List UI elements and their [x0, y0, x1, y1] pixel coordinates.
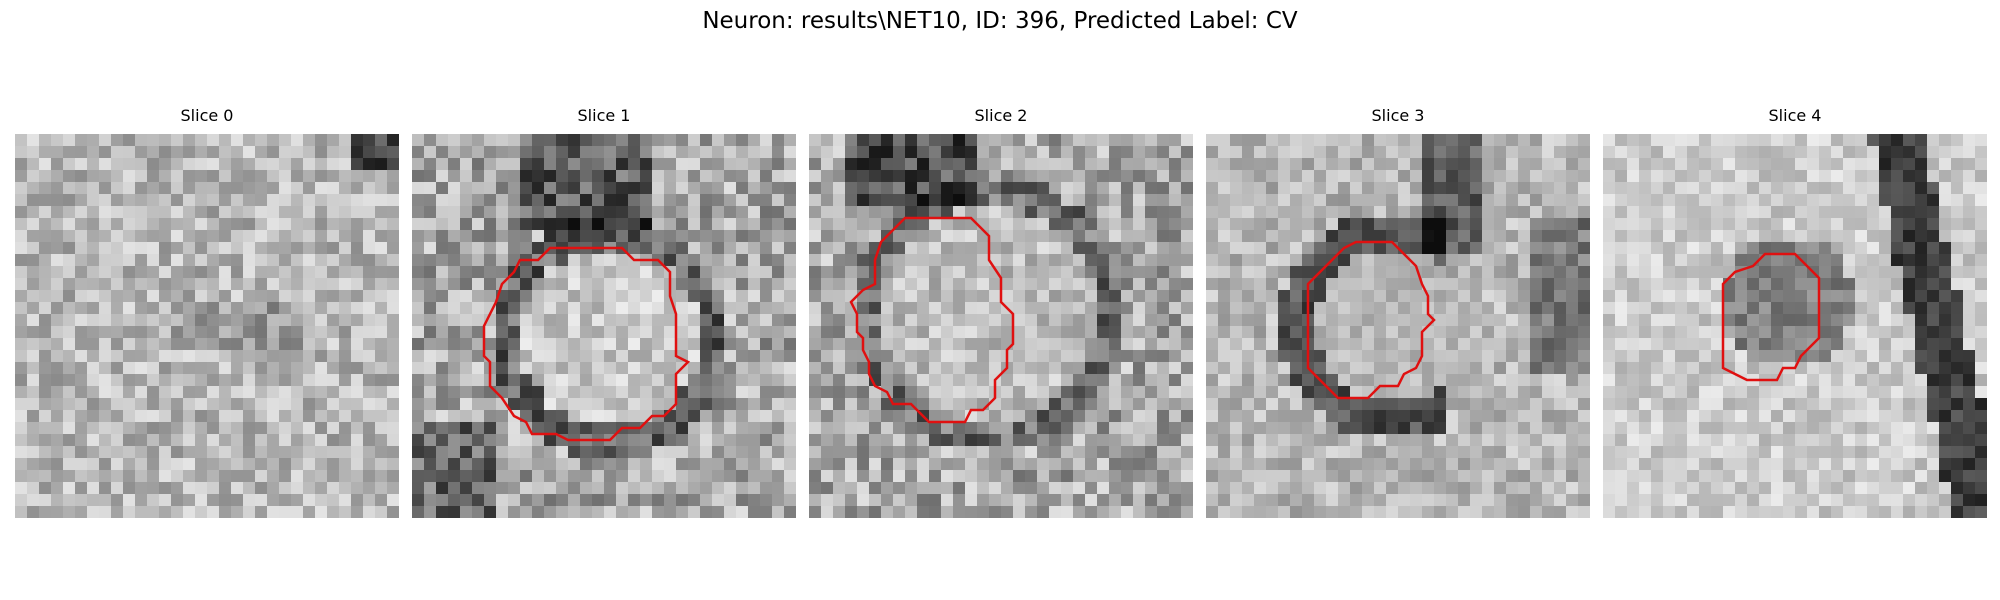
slice-4-image [1603, 134, 1987, 518]
slice-1-pixel-grid [412, 134, 796, 518]
slice-1-image [412, 134, 796, 518]
slice-2-image [809, 134, 1193, 518]
slice-1-contour [482, 246, 691, 442]
slice-4-title: Slice 4 [1768, 106, 1822, 125]
slice-4-pixel-grid [1603, 134, 1987, 518]
slice-3-image [1206, 134, 1590, 518]
pixel-layer [1206, 134, 1590, 518]
slice-3-contour [1306, 240, 1436, 400]
slice-2-pixel-grid [809, 134, 1193, 518]
pixel-layer [809, 134, 1193, 518]
slice-2-contour [849, 216, 1015, 424]
slice-0-title: Slice 0 [180, 106, 234, 125]
slice-0-pixel-grid [15, 134, 399, 518]
slice-1-title: Slice 1 [577, 106, 631, 125]
slice-3-title: Slice 3 [1371, 106, 1425, 125]
slice-2-title: Slice 2 [974, 106, 1028, 125]
slice-0-image [15, 134, 399, 518]
slice-4-contour [1721, 252, 1821, 382]
figure-title: Neuron: results\NET10, ID: 396, Predicte… [702, 8, 1298, 34]
pixel-layer [412, 134, 796, 518]
slice-3-pixel-grid [1206, 134, 1590, 518]
pixel-layer [15, 134, 399, 518]
pixel-layer [1603, 134, 1987, 518]
